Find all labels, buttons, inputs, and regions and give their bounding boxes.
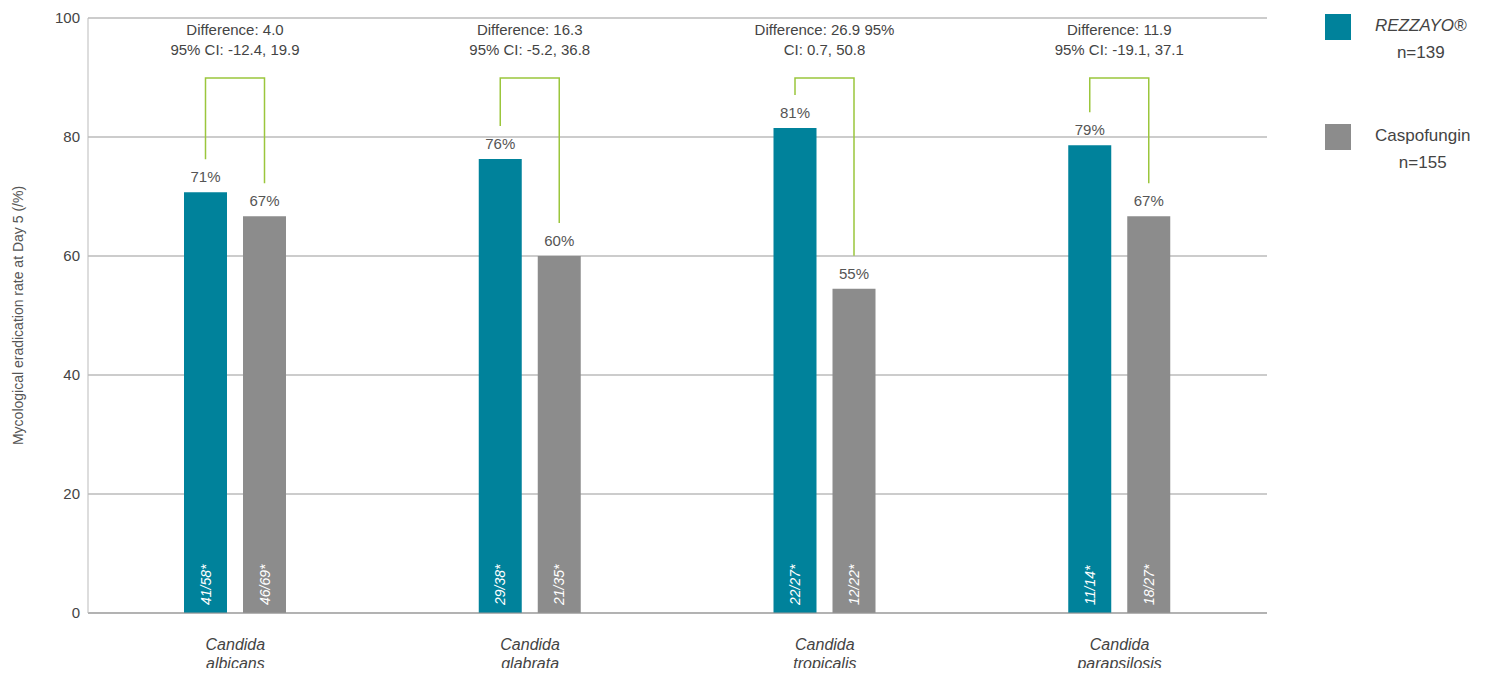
svg-text:21/35*: 21/35* xyxy=(551,564,567,606)
svg-text:Difference: 11.9: Difference: 11.9 xyxy=(1067,21,1172,38)
svg-text:Difference: 26.9 95%: Difference: 26.9 95% xyxy=(755,21,895,38)
svg-text:0: 0 xyxy=(72,604,80,621)
svg-text:Candidaglabrata: Candidaglabrata xyxy=(500,636,560,668)
svg-text:60%: 60% xyxy=(544,232,574,249)
svg-text:95% CI: -12.4, 19.9: 95% CI: -12.4, 19.9 xyxy=(170,41,299,58)
svg-text:Candidatropicalis: Candidatropicalis xyxy=(793,636,856,668)
svg-text:46/69*: 46/69* xyxy=(257,564,273,605)
svg-text:76%: 76% xyxy=(485,135,515,152)
svg-text:11/14*: 11/14* xyxy=(1082,565,1098,605)
svg-text:CI: 0.7, 50.8: CI: 0.7, 50.8 xyxy=(784,41,866,58)
svg-text:81%: 81% xyxy=(780,104,810,121)
svg-text:80: 80 xyxy=(63,128,80,145)
svg-text:Difference: 16.3: Difference: 16.3 xyxy=(477,21,583,38)
svg-text:67%: 67% xyxy=(249,192,279,209)
svg-text:29/38*: 29/38* xyxy=(492,564,508,606)
svg-text:Difference: 4.0: Difference: 4.0 xyxy=(186,21,283,38)
svg-text:60: 60 xyxy=(63,247,80,264)
svg-text:95% CI: -19.1, 37.1: 95% CI: -19.1, 37.1 xyxy=(1055,41,1184,58)
svg-text:18/27*: 18/27* xyxy=(1141,564,1157,605)
svg-text:79%: 79% xyxy=(1075,121,1105,138)
svg-text:40: 40 xyxy=(63,366,80,383)
svg-text:95% CI: -5.2, 36.8: 95% CI: -5.2, 36.8 xyxy=(469,41,590,58)
svg-text:Candidaalbicans: Candidaalbicans xyxy=(206,636,266,668)
html-text:n=155: n=155 xyxy=(1398,153,1447,172)
svg-text:55%: 55% xyxy=(839,265,869,282)
svg-text:Candidaparapsilosis: Candidaparapsilosis xyxy=(1076,636,1161,668)
svg-text:22/27*: 22/27* xyxy=(787,564,803,606)
svg-text:12/22*: 12/22* xyxy=(846,564,862,605)
svg-text:100: 100 xyxy=(55,9,80,26)
svg-text:67%: 67% xyxy=(1134,192,1164,209)
html-text:REZZAYO®: REZZAYO® xyxy=(1375,16,1467,35)
svg-text:Mycological eradication rate a: Mycological eradication rate at Day 5 (/… xyxy=(10,186,26,445)
html-text:n=139: n=139 xyxy=(1396,43,1445,62)
svg-text:71%: 71% xyxy=(190,168,220,185)
svg-text:41/58*: 41/58* xyxy=(198,564,214,605)
svg-text:20: 20 xyxy=(63,485,80,502)
html-text:Caspofungin: Caspofungin xyxy=(1375,126,1471,145)
